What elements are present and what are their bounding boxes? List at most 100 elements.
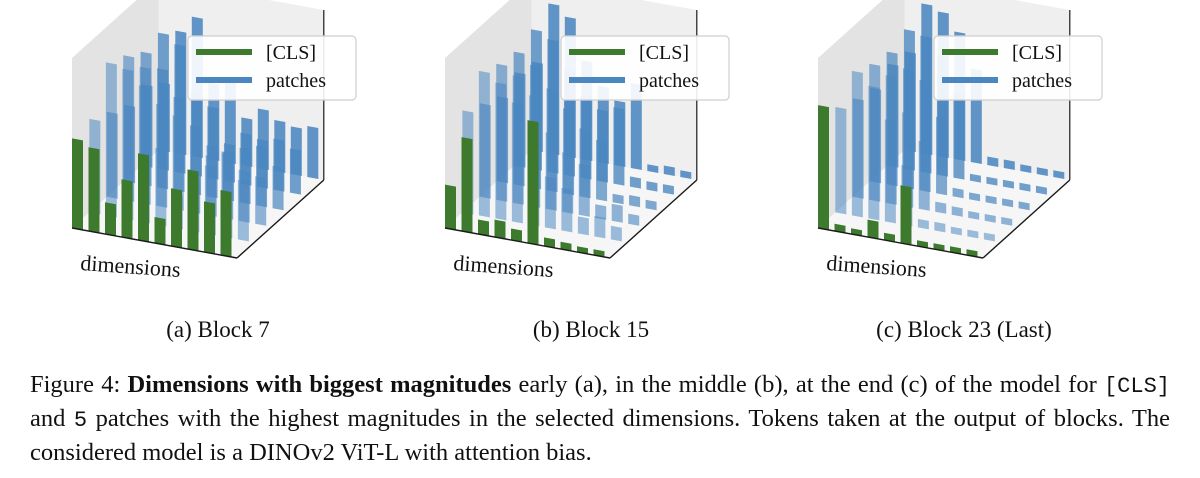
patch-1-bar-8 [577,216,589,236]
legend-label-cls: [CLS] [1012,42,1062,64]
patch-1-bar-1 [835,107,847,215]
patch-5-bar-10 [307,126,319,179]
patch-3-bar-8 [985,195,997,205]
figure-panels: dimensions[CLS]patches(a) Block 7dimensi… [71,0,1103,342]
patch-5-bar-10 [680,170,692,179]
patch-2-bar-10 [1001,217,1013,226]
cls-bar-1 [72,138,83,230]
caption-part1: early (a), in the middle (b), at the end… [511,371,1104,398]
patch-2-bar-6 [935,201,947,214]
patch-2-bar-7 [578,163,590,217]
cls-bar-3 [105,202,116,236]
patch-3-bar-10 [272,165,284,211]
patch-3-bar-10 [1018,201,1030,211]
cls-bar-8 [560,241,572,251]
patch-5-bar-6 [987,156,999,167]
cls-bar-4 [121,179,133,239]
patch-4-bar-7 [986,176,998,186]
patch-1-bar-10 [237,179,249,242]
patch-1-bar-2 [105,62,117,218]
patch-1-bar-9 [594,216,606,239]
x-axis-line [444,227,611,259]
y-axis-line [609,179,698,259]
patch-5-bar-9 [663,165,675,176]
patch-4-bar-8 [1002,179,1014,189]
patch-1-bar-10 [610,225,622,242]
patch-4-bar-8 [629,176,641,189]
cls-bar-3 [478,219,489,236]
x-axis-label: dimensions [80,250,182,282]
patch-4-bar-7 [613,107,625,186]
panel-1: dimensions [CLS] patches (a) Block 7 [71,0,357,342]
panel-3: dimensions [CLS] patches (c) Block 23 (Last… [817,0,1103,342]
patch-1-bar-5 [155,147,167,227]
caption-part2: and [30,405,74,432]
y-axis-line [236,179,325,259]
patch-2-bar-8 [595,204,607,220]
patch-2-bar-5 [172,115,184,211]
patch-1-bar-6 [544,176,556,230]
patch-3-bar-10 [645,199,657,211]
patch-3-bar-7 [596,139,608,202]
patch-1-bar-3 [868,85,880,221]
patch-1-bar-9 [967,229,979,239]
patch-2-bar-7 [951,206,963,217]
panel-subtitle: (b) Block 15 [533,317,649,342]
patch-4-bar-9 [646,181,658,192]
legend-label-cls: [CLS] [266,42,316,64]
patch-2-bar-8 [968,211,980,220]
panel-subtitle: (c) Block 23 (Last) [876,317,1052,342]
patch-1-bar-2 [851,70,863,218]
panel-2: dimensions [CLS] patches (b) Block 15 [444,0,730,342]
cls-bar-5 [138,153,149,242]
cls-bar-6 [154,216,166,245]
legend-label-cls: [CLS] [639,42,689,64]
legend-label-patches: patches [1012,70,1072,92]
patch-5-bar-8 [647,164,659,173]
cls-bar-2 [834,223,846,233]
patch-5-bar-7 [630,83,642,170]
patch-2-bar-10 [628,213,640,226]
cls-bar-6 [527,120,539,245]
caption-prefix: Figure 4: [30,371,128,398]
patch-4-bar-10 [1035,185,1047,195]
cls-bar-4 [494,219,506,239]
patch-3-bar-6 [952,187,964,199]
patch-3-bar-7 [969,192,981,202]
patch-2-bar-5 [918,140,930,211]
cls-bar-1 [445,184,456,230]
cls-bar-6 [900,185,912,245]
patch-5-bar-7 [1003,159,1015,170]
caption-part3: patches with the highest magnitudes in t… [30,405,1171,466]
patch-1-bar-4 [511,102,523,224]
patch-3-bar-5 [936,116,948,196]
patch-3-bar-9 [1002,198,1014,208]
patch-2-bar-9 [611,203,623,223]
cls-bar-7 [544,237,555,248]
cls-bar-5 [884,232,895,242]
patch-1-bar-2 [478,70,490,218]
patch-4-bar-10 [662,184,674,195]
patch-4-bar-9 [1019,182,1031,192]
x-axis-line [817,227,984,259]
y-axis-line [982,179,1071,259]
legend-label-patches: patches [639,70,699,92]
x-axis-line [71,227,238,259]
legend-label-patches: patches [266,70,326,92]
patch-5-bar-9 [1036,167,1048,176]
x-axis-label: dimensions [453,250,555,282]
patch-4-bar-5 [953,92,965,180]
patch-1-bar-6 [917,218,929,230]
figure-caption: Figure 4: Dimensions with biggest magnit… [30,369,1170,469]
cls-bar-4 [867,219,879,239]
caption-cls-token: [CLS] [1103,374,1170,399]
patch-5-bar-10 [1053,170,1065,179]
caption-five: 5 [73,408,88,433]
patch-5-bar-8 [1020,164,1032,173]
patch-4-bar-6 [969,173,981,183]
patch-4-bar-10 [289,148,301,195]
x-axis-label: dimensions [826,250,928,282]
cls-bar-7 [171,188,182,248]
cls-bar-5 [511,228,522,242]
patch-1-bar-10 [983,232,995,242]
